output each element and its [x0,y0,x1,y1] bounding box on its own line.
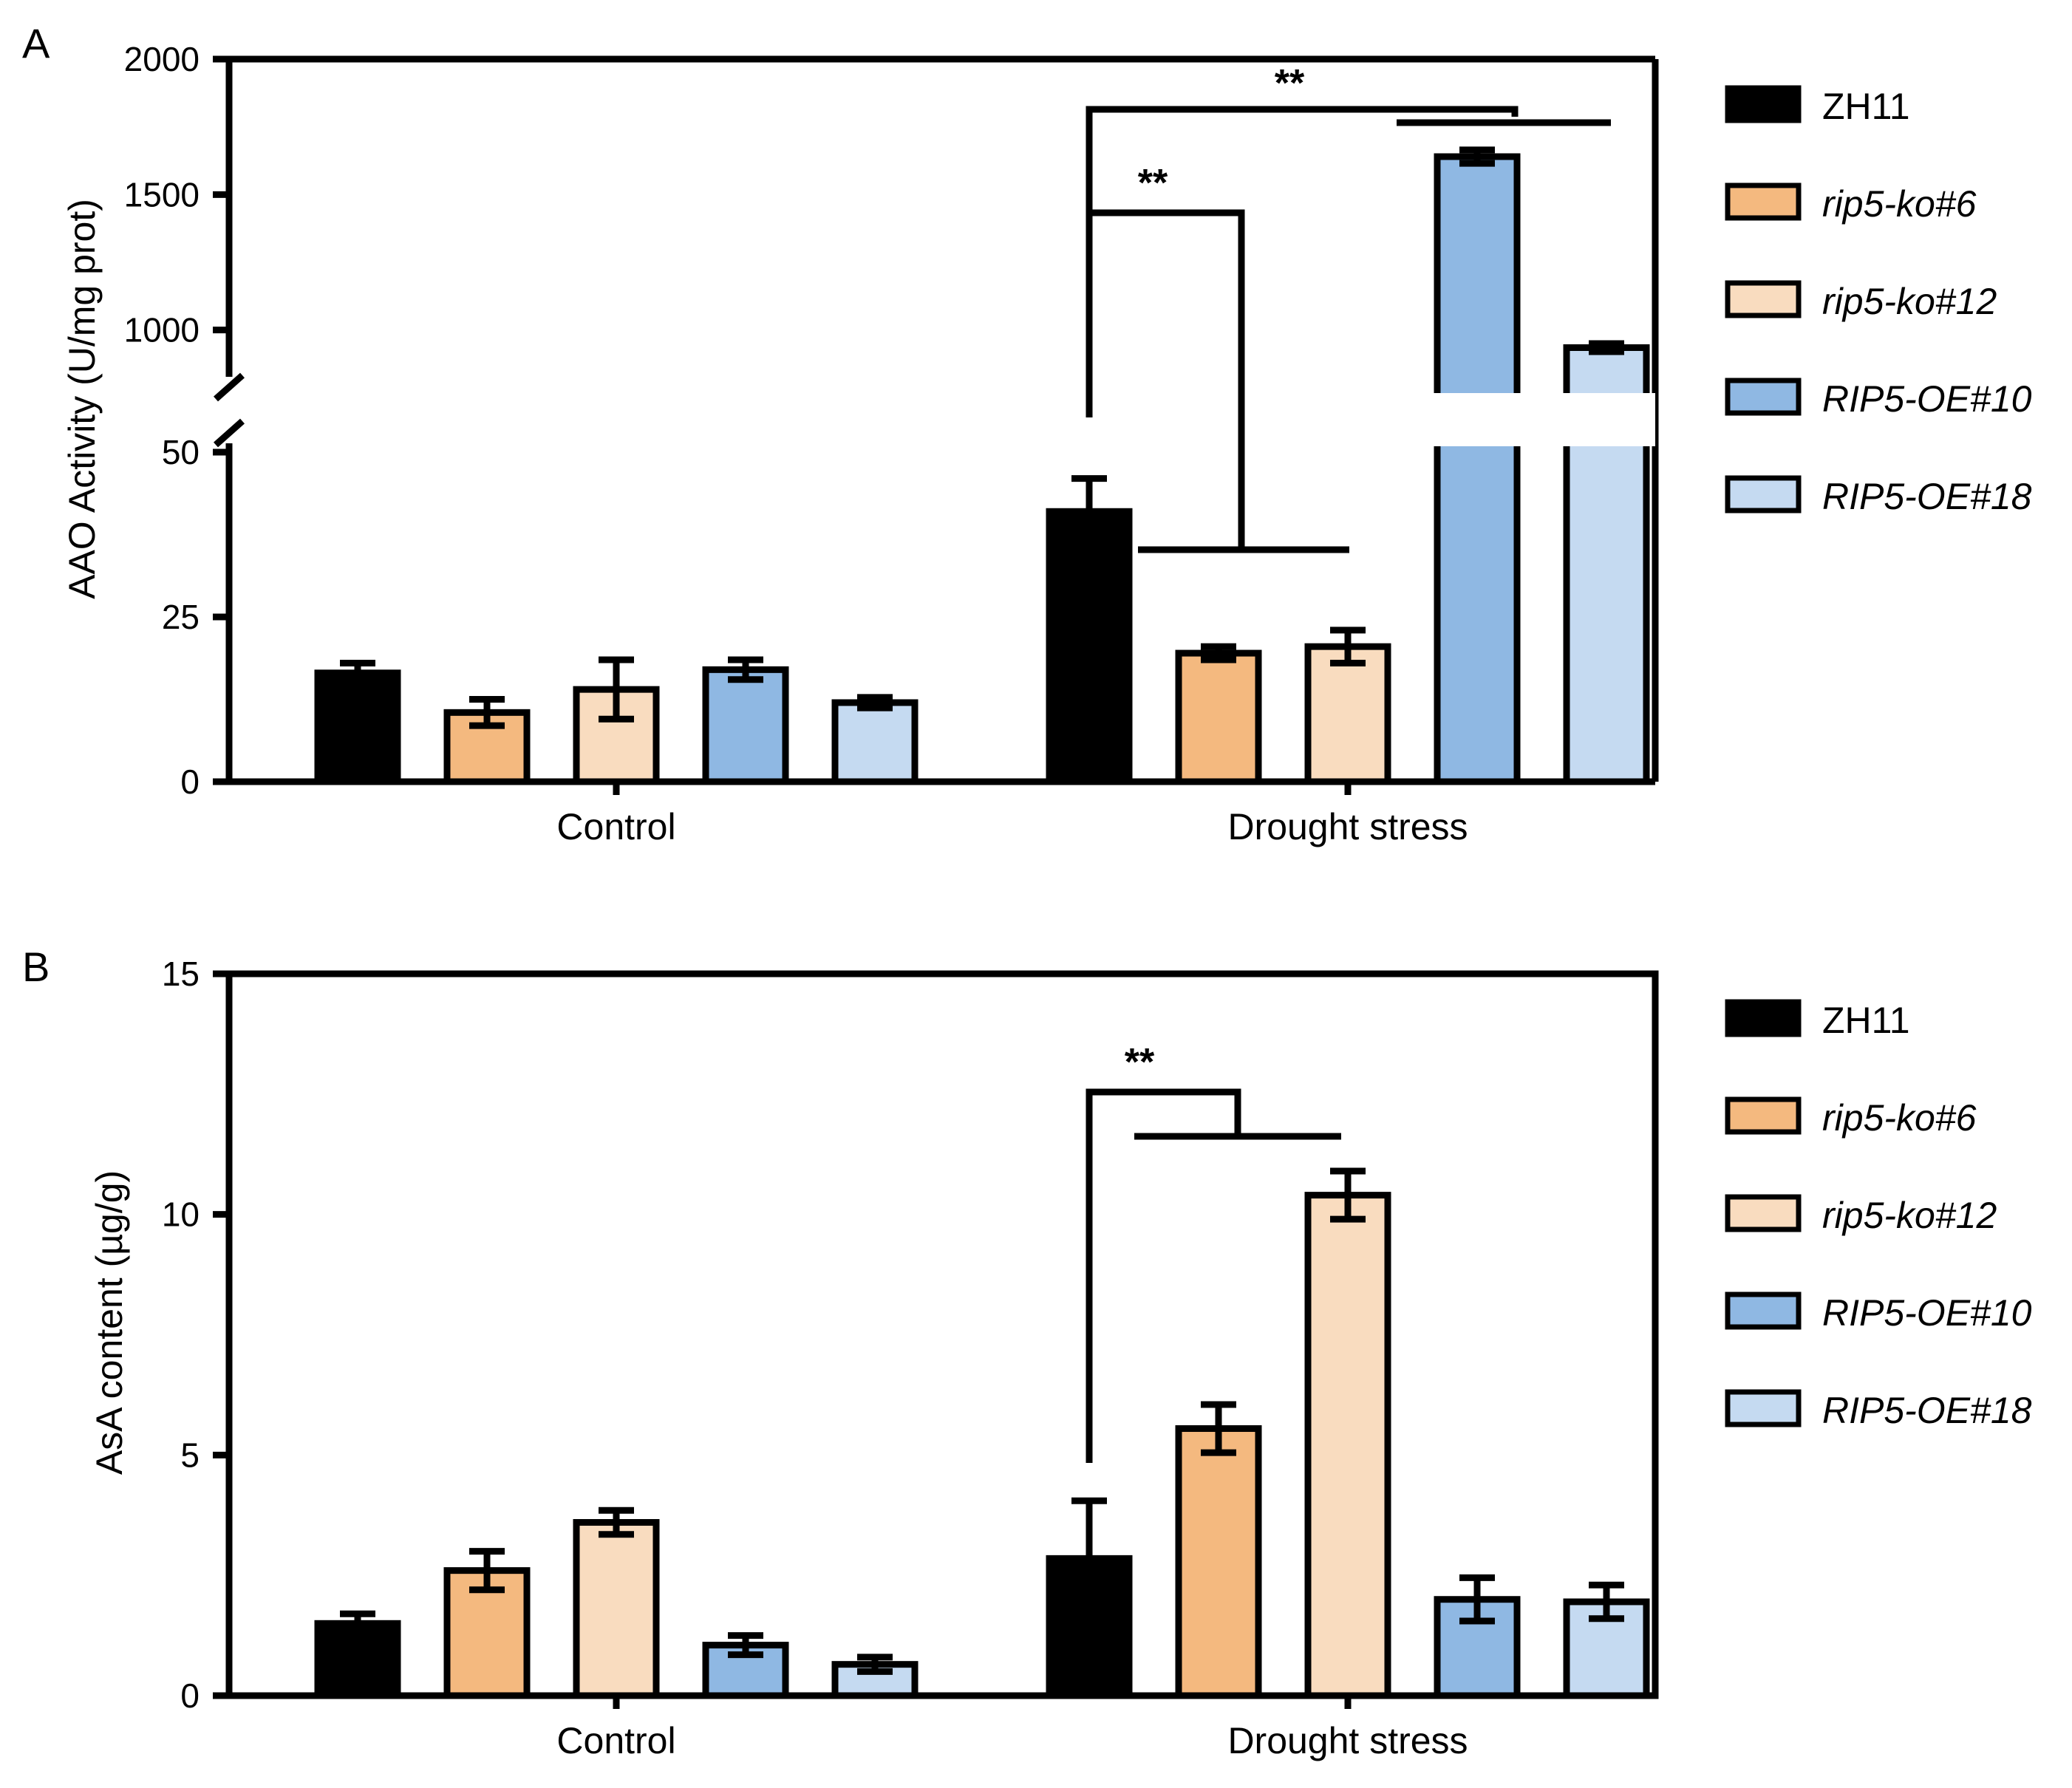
y-tick-label: 50 [162,433,200,471]
legend-swatch [1725,999,1802,1037]
legend-label: RIP5-OE#18 [1822,1390,2032,1431]
legend-swatch [1725,182,1802,221]
legend-swatch [1725,1194,1802,1232]
panel-a: A 0 25 50 1000 1500 2000 AAO Activity (U/mg pro… [22,20,1659,847]
bar [1046,508,1133,785]
significance-marker: ** [1125,1041,1155,1084]
legend-label: ZH11 [1822,1000,1910,1041]
legend-label: RIP5-OE#18 [1822,476,2032,517]
legend-swatch [1725,475,1802,513]
legend-label: rip5-ko#6 [1822,1097,1977,1139]
significance-marker: ** [1138,162,1168,205]
y-tick-label: 2000 [124,40,200,78]
legend-swatch [1725,280,1802,318]
significance-bracket [1086,1088,1241,1463]
bar [702,666,789,785]
legend-a: ZH11 rip5-ko#6 rip5-ko#12 RIP5-OE#10 RIP5-OE… [1725,85,2032,517]
legend-b: ZH11 rip5-ko#6 rip5-ko#12 RIP5-OE#10 RIP5-OE… [1725,999,2032,1431]
axis-break-mark [214,418,245,448]
y-tick-label: 10 [162,1195,200,1234]
significance-bracket [1086,106,1519,417]
bar [1304,1192,1391,1699]
y-tick-label: 5 [180,1436,200,1474]
y-tick-label: 0 [180,1676,200,1715]
bar [314,669,401,785]
panel-letter-b: B [22,944,50,990]
y-tick-label: 1500 [124,175,200,214]
y-tick-label: 25 [162,598,200,636]
bar [1304,643,1391,785]
bar [831,699,919,785]
axis-break-mark [214,372,245,402]
bar [1434,153,1521,785]
panel-b: B 0 5 10 15 AsA content (µg/g) Control Drought … [22,944,1659,1761]
y-axis-label: AsA content (µg/g) [89,1170,130,1475]
legend-label: RIP5-OE#10 [1822,378,2032,420]
x-category-label: Control [556,1720,675,1761]
legend-label: RIP5-OE#10 [1822,1292,2032,1334]
bar-break-gap [1389,393,1655,446]
legend-label: rip5-ko#12 [1822,1195,1997,1236]
bar [1175,1425,1262,1699]
legend-label: ZH11 [1822,86,1910,127]
y-tick-label: 15 [162,955,200,993]
y-axis-label: AAO Activity (U/mg prot) [61,199,103,599]
legend-swatch [1725,85,1802,123]
bar [573,1519,660,1699]
significance-bracket [1089,209,1245,548]
y-tick-label: 0 [180,762,200,801]
legend-swatch [1725,1389,1802,1427]
x-category-label: Drought stress [1227,806,1468,847]
legend-label: rip5-ko#12 [1822,281,1997,322]
legend-swatch [1725,1096,1802,1135]
x-category-label: Control [556,806,675,847]
y-tick-label: 1000 [124,311,200,349]
legend-label: rip5-ko#6 [1822,183,1977,225]
panel-letter-a: A [22,20,50,66]
x-category-label: Drought stress [1227,1720,1468,1761]
plot-frame [225,970,1659,1699]
significance-marker: ** [1275,62,1305,105]
legend-swatch [1725,378,1802,416]
legend-swatch [1725,1291,1802,1330]
bar [1175,649,1262,785]
bar [702,1642,789,1699]
